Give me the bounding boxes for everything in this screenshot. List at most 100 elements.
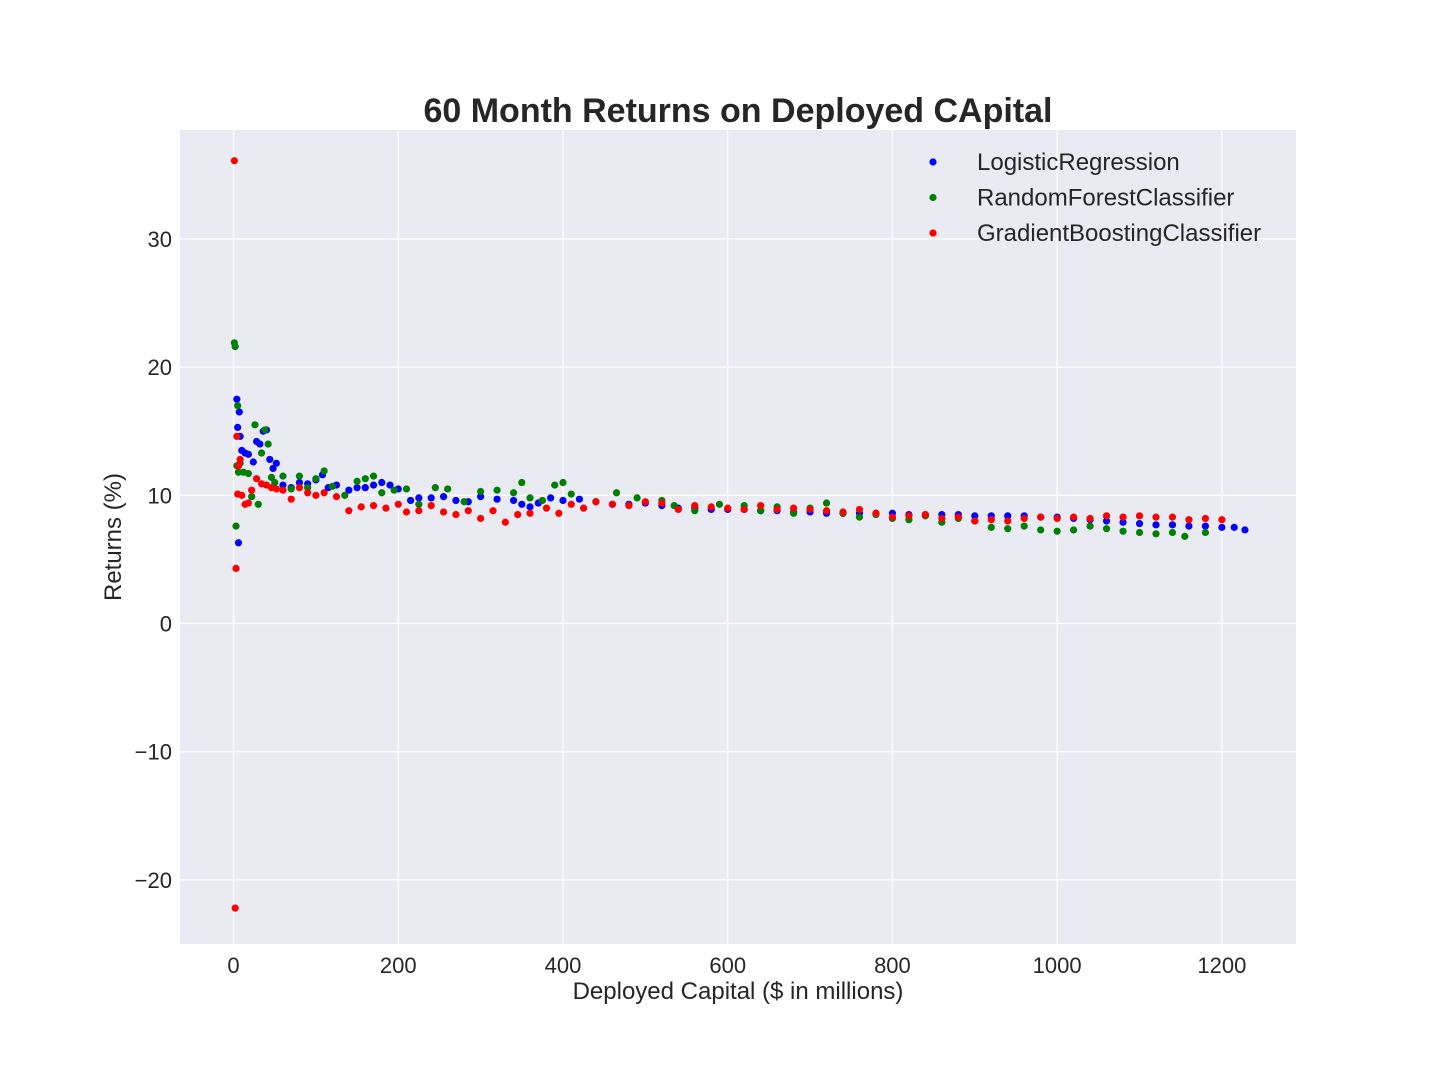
data-point <box>612 489 621 497</box>
data-point <box>1102 525 1111 533</box>
data-point <box>921 510 929 519</box>
data-point <box>415 507 423 515</box>
data-point <box>1152 530 1160 538</box>
data-point <box>238 491 246 499</box>
data-point <box>1102 512 1111 520</box>
data-point <box>1004 517 1012 525</box>
plot-area <box>180 130 1296 944</box>
x-tick-label: 1000 <box>1033 953 1082 978</box>
data-point <box>233 395 241 403</box>
data-point <box>707 503 715 511</box>
data-point <box>1070 526 1078 534</box>
x-axis-label: Deployed Capital ($ in millions) <box>573 978 904 1005</box>
data-point <box>489 507 497 515</box>
data-point <box>518 478 526 487</box>
data-point <box>254 500 262 508</box>
data-point <box>555 509 563 517</box>
data-point <box>431 484 439 492</box>
data-point <box>551 481 559 489</box>
data-point <box>353 477 361 485</box>
data-point <box>514 510 522 519</box>
data-point <box>427 494 435 502</box>
data-point <box>501 518 509 526</box>
data-point <box>244 499 252 507</box>
data-point <box>1181 532 1189 540</box>
data-point <box>427 501 435 510</box>
data-point <box>353 484 361 492</box>
y-tick-label: 20 <box>148 355 172 380</box>
y-tick-label: 30 <box>148 227 172 252</box>
data-point <box>1135 519 1144 528</box>
data-point <box>538 496 546 505</box>
data-point <box>269 464 277 473</box>
data-point <box>464 507 472 515</box>
legend-item: GradientBoostingClassifier <box>929 220 1261 247</box>
data-point <box>320 467 328 475</box>
data-point <box>526 503 534 511</box>
data-point <box>1152 521 1160 529</box>
data-point <box>234 402 242 410</box>
data-point <box>1185 516 1193 524</box>
data-point <box>272 485 280 493</box>
data-point <box>234 468 243 476</box>
legend-label: RandomForestClassifier <box>977 185 1234 212</box>
data-point <box>234 539 243 547</box>
data-point <box>1020 522 1028 530</box>
data-point <box>773 505 781 514</box>
series-2 <box>230 157 1226 912</box>
data-point <box>444 485 452 493</box>
data-point <box>251 421 259 429</box>
y-axis-label: Returns (%) <box>100 473 127 601</box>
data-point <box>888 513 897 521</box>
data-point <box>252 475 261 483</box>
data-point <box>477 487 485 496</box>
data-point <box>369 472 378 480</box>
data-point <box>757 507 765 515</box>
legend-marker <box>929 193 937 202</box>
data-point <box>304 484 312 492</box>
x-tick-label: 400 <box>545 953 582 978</box>
data-point <box>295 478 304 487</box>
data-point <box>452 496 460 505</box>
data-point <box>806 505 814 514</box>
data-point <box>267 473 276 481</box>
data-point <box>361 475 369 483</box>
data-point <box>822 507 831 515</box>
data-point <box>394 500 402 508</box>
data-point <box>493 486 501 494</box>
data-point <box>740 505 748 514</box>
data-point <box>822 499 831 507</box>
x-tick-label: 800 <box>874 953 911 978</box>
data-point <box>266 455 274 464</box>
legend-label: GradientBoostingClassifier <box>977 220 1261 247</box>
data-point <box>1119 513 1127 521</box>
data-point <box>279 486 287 494</box>
data-point <box>407 496 415 505</box>
data-point <box>452 510 460 519</box>
data-point <box>987 523 995 531</box>
legend-item: LogisticRegression <box>929 149 1180 176</box>
x-tick-label: 200 <box>380 953 417 978</box>
data-point <box>357 503 365 511</box>
data-point <box>1070 513 1078 521</box>
data-point <box>386 481 394 489</box>
data-point <box>248 486 256 494</box>
data-point <box>1168 521 1177 529</box>
data-point <box>608 500 616 508</box>
data-point <box>1119 518 1127 526</box>
y-axis-ticks: −20 −10 0 10 20 30 <box>135 227 172 893</box>
data-point <box>271 478 279 487</box>
data-point <box>547 494 555 502</box>
data-point <box>1020 514 1028 523</box>
x-tick-label: 1200 <box>1197 953 1246 978</box>
data-point <box>579 504 588 512</box>
data-point <box>256 440 264 448</box>
data-point <box>415 494 423 502</box>
data-point <box>460 498 468 506</box>
data-point <box>369 501 378 510</box>
data-point <box>378 489 386 497</box>
data-point <box>1168 528 1177 537</box>
data-point <box>872 509 880 517</box>
data-point <box>757 501 765 510</box>
data-point <box>789 509 798 517</box>
